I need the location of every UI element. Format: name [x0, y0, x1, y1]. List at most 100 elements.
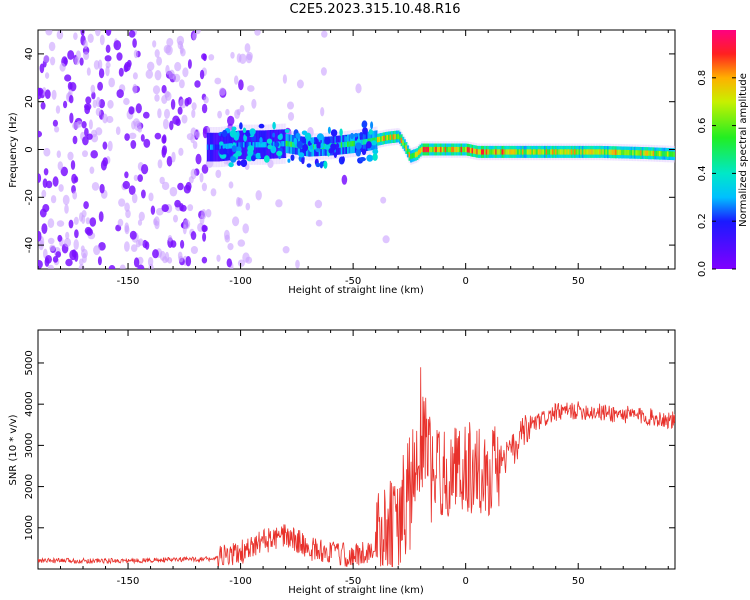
- spectrogram-noise-blob: [122, 180, 130, 190]
- colorbar-tick-label: 0.0: [697, 261, 708, 277]
- spectrogram-noise-blob: [128, 185, 136, 195]
- spectrogram-noise-blob: [82, 150, 88, 158]
- spectrogram-noise-blob: [163, 44, 171, 54]
- spectrogram-noise-blob: [72, 121, 80, 130]
- spectrogram-scatter-blob: [293, 137, 297, 145]
- y-tick-label: 5000: [24, 350, 35, 375]
- spectrogram-ridge-core: [342, 142, 345, 148]
- spectrogram-noise-blob: [84, 127, 89, 137]
- spectrogram-ridge-core: [597, 149, 600, 155]
- spectrogram-scatter-blob: [358, 157, 366, 162]
- spectrogram-noise-blob: [88, 119, 93, 130]
- spectrogram-ridge-core: [492, 149, 495, 155]
- spectrogram-scatter-blob: [239, 122, 243, 130]
- spectrogram-scatter-blob: [287, 158, 291, 163]
- spectrogram-ridge-core: [638, 150, 641, 156]
- spectrogram-scatter-blob: [221, 129, 228, 138]
- spectrogram-noise-blob: [102, 157, 108, 167]
- spectrogram-noise-blob: [190, 134, 195, 144]
- spectrogram-ridge-core: [611, 149, 614, 155]
- spectrogram-noise-blob: [56, 150, 61, 158]
- spectrogram-noise-blob: [71, 173, 77, 184]
- spectrogram-ridge-core: [673, 151, 675, 157]
- spectrogram-ridge-core: [221, 144, 224, 150]
- spectrogram-noise-blob: [320, 107, 325, 117]
- spectrogram-ridge-core: [481, 149, 484, 155]
- spectrogram-ridge-core: [410, 153, 413, 160]
- spectrogram-ridge-core: [381, 136, 384, 142]
- x-tick-label: 50: [572, 576, 585, 587]
- spectrogram-ridge-core: [521, 149, 525, 155]
- spectrogram-noise-blob: [176, 35, 185, 46]
- spectrogram-noise-blob: [85, 96, 92, 105]
- spectrogram-noise-blob: [79, 212, 84, 222]
- spectrogram-ridge-core: [243, 142, 246, 148]
- spectrogram-ridge-core: [290, 141, 293, 147]
- spectrogram-noise-blob: [161, 145, 168, 156]
- spectrogram-ridge-core: [564, 149, 567, 155]
- spectrogram-noise-blob: [225, 108, 230, 116]
- spectrogram-noise-blob: [108, 265, 116, 269]
- spectrogram-ridge-core: [657, 150, 660, 157]
- spectrogram-scatter-blob: [323, 160, 328, 169]
- spectrogram-ridge-core: [238, 142, 241, 148]
- spectrogram-ridge-core: [460, 146, 463, 153]
- spectrogram-ridge-core: [208, 144, 211, 150]
- spectrogram-noise-blob: [164, 108, 170, 119]
- spectrogram-ridge-core: [350, 141, 353, 147]
- spectrogram-ridge-core: [314, 144, 317, 150]
- spectrogram-ridge-core: [383, 135, 386, 141]
- spectrogram-ridge-core: [613, 149, 616, 155]
- spectrogram-noise-blob: [89, 166, 95, 174]
- spectrogram-noise-blob: [124, 241, 130, 252]
- spectrogram-ridge-core: [640, 150, 643, 156]
- spectrogram-ridge-core: [501, 149, 504, 155]
- spectrogram-scatter-blob: [309, 145, 314, 150]
- spectrogram-noise-blob: [232, 216, 240, 227]
- spectrogram-ridge-core: [488, 149, 492, 155]
- spectrogram-ridge-core: [345, 141, 348, 147]
- spectrogram-ridge-core: [551, 149, 555, 155]
- spectrogram-noise-blob: [58, 184, 64, 192]
- spectrogram-noise-blob: [123, 63, 129, 73]
- spectrogram-noise-blob: [178, 255, 184, 263]
- spectrogram-noise-blob: [205, 208, 212, 218]
- spectrogram-ridge-core: [250, 142, 254, 148]
- spectrogram-noise-blob: [165, 64, 170, 75]
- spectrogram-noise-blob: [251, 98, 257, 109]
- spectrogram-noise-blob: [83, 201, 89, 210]
- spectrogram-noise-blob: [187, 204, 194, 212]
- spectrogram-scatter-blob: [250, 130, 254, 136]
- spectrogram-scatter-blob: [339, 128, 343, 137]
- spectrogram-ridge-core: [477, 149, 480, 155]
- spectrogram-ridge-core: [468, 147, 471, 153]
- spectrogram-scatter-blob: [255, 152, 262, 159]
- y-tick-label: 2000: [24, 474, 35, 499]
- x-tick-label: -150: [117, 576, 140, 587]
- spectrogram-ridge-core: [425, 146, 428, 153]
- spectrogram-noise-blob: [380, 196, 387, 204]
- spectrogram-noise-blob: [154, 70, 162, 81]
- spectrogram-ridge-core: [210, 144, 213, 150]
- spectrogram-ridge-core: [454, 146, 457, 153]
- spectrogram-noise-blob: [98, 68, 105, 79]
- spectrogram-noise-blob: [55, 105, 61, 114]
- spectrogram-noise-blob: [191, 102, 197, 111]
- spectrogram-noise-blob: [54, 126, 60, 133]
- spectrogram-noise-blob: [152, 85, 161, 95]
- spectrogram-noise-blob: [179, 44, 184, 54]
- spectrogram-noise-blob: [123, 97, 130, 106]
- spectrogram-noise-blob: [179, 98, 187, 109]
- spectrogram-ridge-core: [447, 146, 451, 153]
- spectrogram-ridge-core: [433, 146, 436, 153]
- spectrogram-scatter-blob: [290, 154, 295, 161]
- spectrogram-noise-blob: [177, 106, 183, 115]
- spectrogram-noise-blob: [190, 127, 197, 137]
- spectrogram-scatter-blob: [231, 126, 237, 131]
- spectrogram-ridge-core: [469, 147, 473, 154]
- spectrogram-scatter-blob: [327, 126, 331, 134]
- spectrogram-ridge-core: [268, 141, 271, 148]
- x-tick-label: -50: [345, 576, 361, 587]
- spectrogram-noise-blob: [63, 237, 72, 248]
- spectrogram-noise-blob: [157, 159, 163, 169]
